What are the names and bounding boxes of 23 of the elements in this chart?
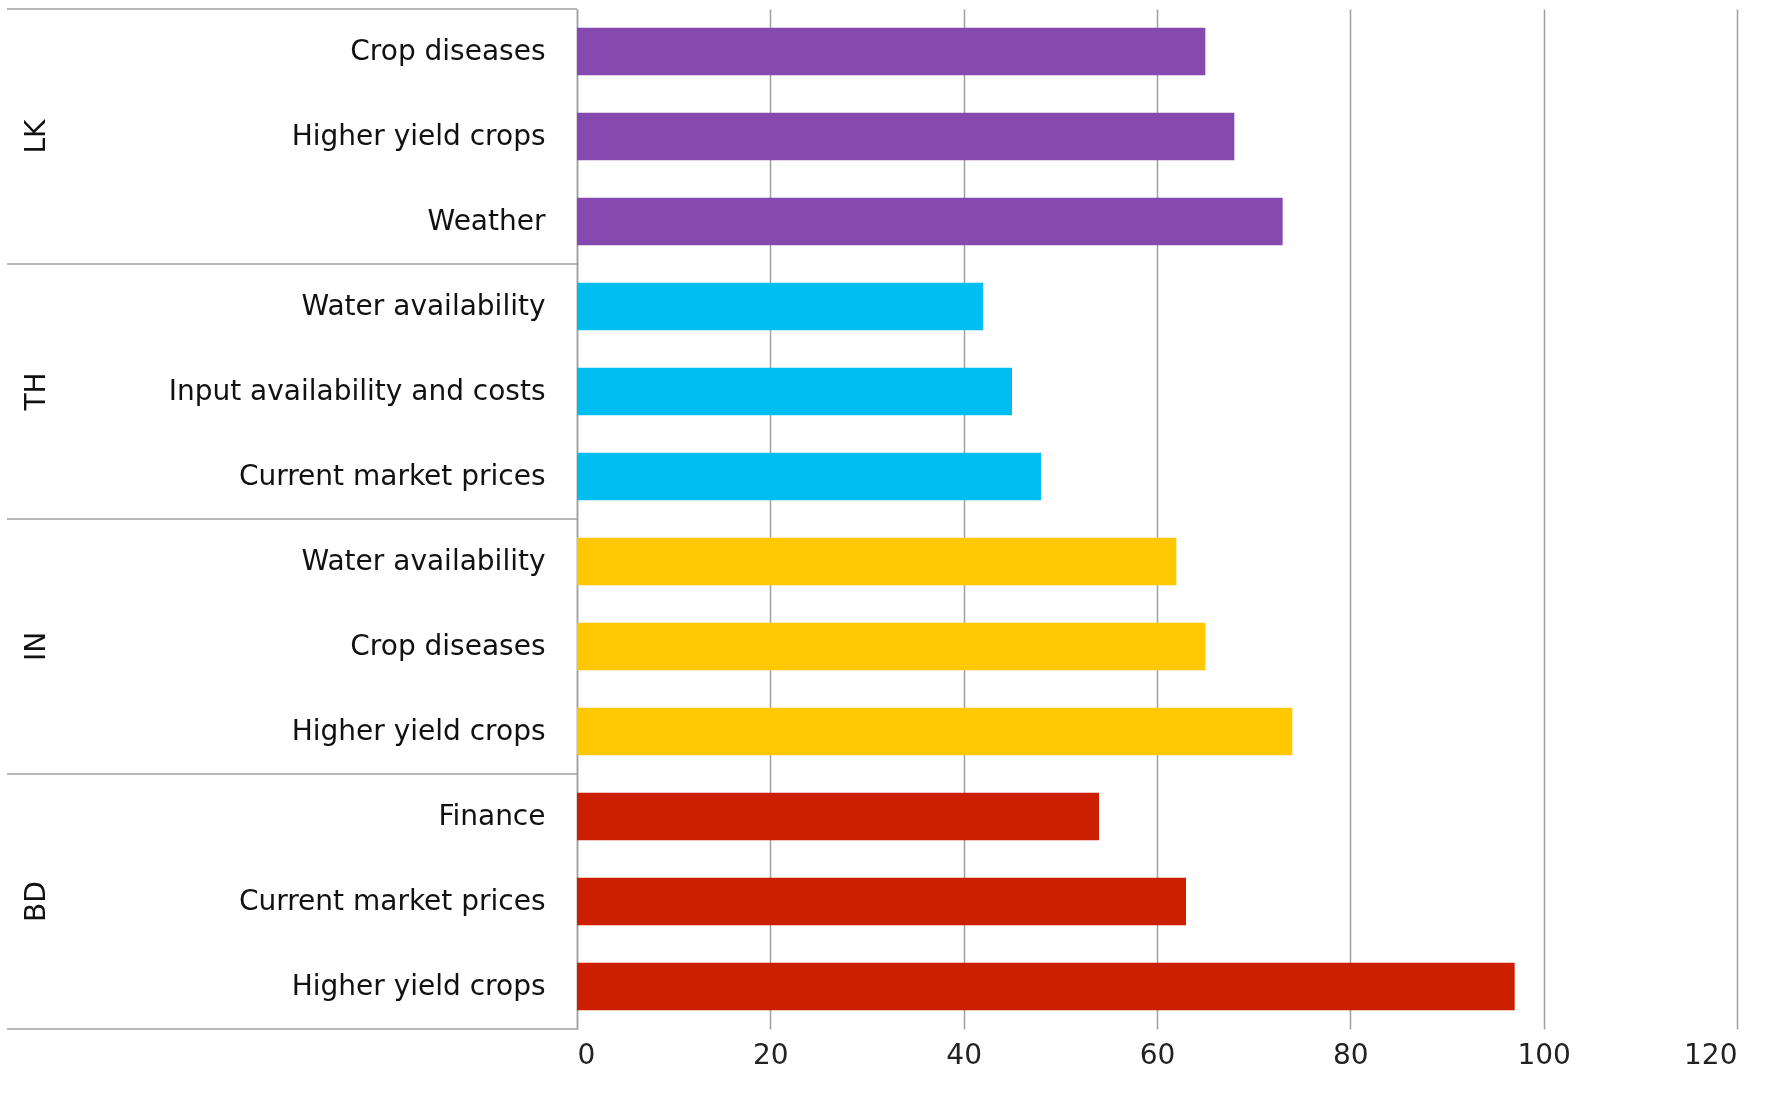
- y-tick-label: Higher yield crops: [291, 969, 546, 1002]
- y-tick-label: Water availability: [301, 289, 546, 322]
- y-tick-label: Crop diseases: [350, 629, 546, 662]
- y-tick-label: Crop diseases: [350, 34, 546, 67]
- y-tick-label: Water availability: [301, 544, 546, 577]
- y-tick-label: Higher yield crops: [291, 714, 546, 747]
- y-tick-label: Higher yield crops: [291, 119, 546, 152]
- x-tick-label: 80: [1333, 1037, 1369, 1071]
- x-tick-label: 100: [1517, 1037, 1571, 1071]
- y-tick-label: Input availability and costs: [168, 374, 546, 407]
- x-tick-label: 60: [1139, 1037, 1176, 1071]
- text: BD: [19, 881, 52, 922]
- x-tick-label: 120: [1684, 1037, 1738, 1071]
- x-tick-label: 40: [946, 1037, 982, 1071]
- y-tick-label: Finance: [438, 799, 546, 832]
- y-tick-label: Current market prices: [238, 459, 546, 492]
- text: LK: [19, 118, 52, 154]
- x-tick-label: 20: [753, 1037, 789, 1071]
- y-tick-label: Weather: [427, 204, 546, 237]
- text: TH: [19, 372, 52, 412]
- y-tick-label: Current market prices: [238, 884, 546, 917]
- x-tick-label: 0: [577, 1037, 596, 1071]
- text: IN: [19, 631, 52, 662]
